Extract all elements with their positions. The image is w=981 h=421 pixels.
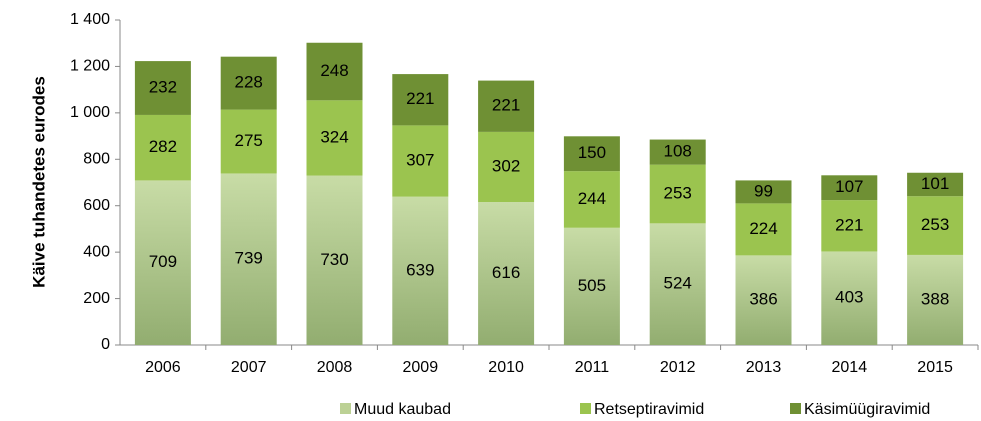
bar-segment [649, 223, 706, 345]
bar-segment [563, 171, 620, 228]
data-label: 282 [149, 137, 177, 156]
bar-segment [821, 175, 878, 201]
bar-segment [478, 202, 535, 345]
bar-segment [649, 164, 706, 224]
y-tick-label: 0 [101, 336, 110, 353]
x-tick-label: 2011 [575, 359, 610, 376]
legend-swatch [790, 403, 801, 414]
bar-segment [220, 56, 277, 110]
bar-segment [907, 172, 964, 197]
data-label: 616 [492, 263, 520, 282]
data-label: 730 [320, 250, 348, 269]
data-label: 403 [835, 288, 863, 307]
bar-segment [907, 254, 964, 345]
bar-segment [478, 80, 535, 132]
bar-segment [649, 139, 706, 165]
y-axis-title: Käive tuhandetes eurodes [29, 76, 48, 288]
bar-segment [220, 109, 277, 174]
x-tick-label: 2015 [917, 359, 953, 376]
legend-label: Käsimüügiravimid [804, 401, 930, 418]
bar-segment [306, 100, 363, 176]
bar-segment [478, 131, 535, 202]
data-label: 275 [235, 131, 263, 150]
bar-segment [821, 251, 878, 345]
bar-segment [735, 203, 792, 256]
data-label: 99 [754, 181, 773, 200]
x-tick-label: 2008 [317, 359, 353, 376]
bar-segment [563, 227, 620, 345]
y-tick-label: 1 000 [70, 104, 110, 121]
x-tick-label: 2013 [746, 359, 782, 376]
legend-label: Retseptiravimid [594, 401, 704, 418]
data-label: 302 [492, 156, 520, 175]
bar-segment [563, 136, 620, 172]
bar-segment [392, 196, 449, 345]
legend-swatch [340, 403, 351, 414]
data-label: 101 [921, 174, 949, 193]
x-tick-label: 2006 [145, 359, 181, 376]
y-tick-label: 1 400 [70, 11, 110, 28]
data-label: 739 [235, 249, 263, 268]
legend-label: Muud kaubad [354, 401, 451, 418]
x-tick-label: 2014 [832, 359, 868, 376]
data-label: 232 [149, 78, 177, 97]
data-label: 253 [664, 183, 692, 202]
bar-segment [220, 173, 277, 345]
data-label: 709 [149, 252, 177, 271]
bar-segment [392, 74, 449, 126]
data-label: 221 [492, 96, 520, 115]
bar-segment [392, 125, 449, 197]
bar-segment [735, 255, 792, 345]
data-label: 108 [664, 142, 692, 161]
data-label: 107 [835, 177, 863, 196]
y-tick-label: 800 [83, 151, 110, 168]
bar-segment [735, 180, 792, 204]
data-label: 386 [749, 290, 777, 309]
x-tick-label: 2009 [403, 359, 439, 376]
bar-segment [306, 42, 363, 101]
data-label: 150 [578, 143, 606, 162]
data-label: 224 [749, 219, 777, 238]
data-label: 228 [235, 73, 263, 92]
data-label: 639 [406, 260, 434, 279]
data-label: 505 [578, 276, 606, 295]
data-label: 244 [578, 189, 606, 208]
bar-segment [134, 180, 191, 345]
bar-segment [907, 196, 964, 255]
bar-segment [134, 114, 191, 181]
data-label: 307 [406, 151, 434, 170]
bar-segment [134, 61, 191, 115]
data-label: 388 [921, 289, 949, 308]
data-label: 221 [406, 89, 434, 108]
bar-segment [821, 200, 878, 252]
y-tick-label: 400 [83, 243, 110, 260]
legend-swatch [580, 403, 591, 414]
data-label: 221 [835, 215, 863, 234]
data-label: 253 [921, 215, 949, 234]
bar-segment [306, 175, 363, 345]
y-tick-label: 600 [83, 197, 110, 214]
data-label: 324 [320, 127, 348, 146]
y-tick-label: 200 [83, 290, 110, 307]
x-tick-label: 2007 [231, 359, 267, 376]
data-label: 524 [664, 274, 692, 293]
data-label: 248 [320, 61, 348, 80]
y-tick-label: 1 200 [70, 58, 110, 75]
x-tick-label: 2012 [660, 359, 696, 376]
x-tick-label: 2010 [488, 359, 524, 376]
